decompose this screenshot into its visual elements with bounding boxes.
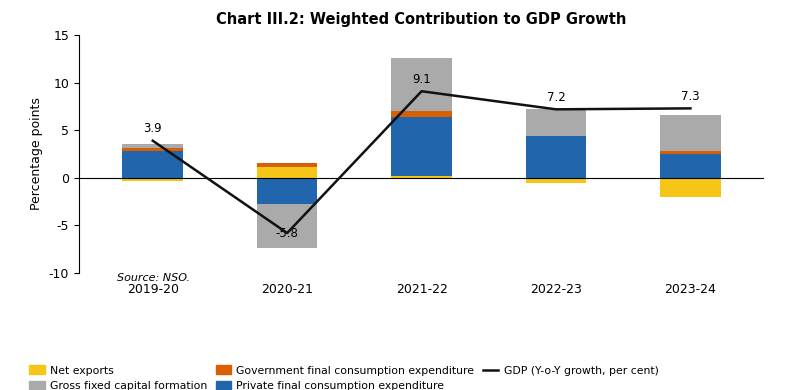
Bar xyxy=(257,163,318,167)
Bar xyxy=(257,178,318,204)
Bar xyxy=(257,167,318,178)
Bar xyxy=(122,151,183,178)
Text: -5.8: -5.8 xyxy=(276,227,299,240)
Bar xyxy=(122,178,183,181)
Bar xyxy=(660,154,721,178)
Text: 9.1: 9.1 xyxy=(412,73,431,86)
Text: 3.9: 3.9 xyxy=(143,122,162,135)
Bar xyxy=(122,144,183,148)
Bar xyxy=(660,151,721,154)
Bar xyxy=(526,178,586,183)
Legend: Net exports, Gross fixed capital formation, Government final consumption expendi: Net exports, Gross fixed capital formati… xyxy=(29,365,659,390)
Bar xyxy=(257,204,318,248)
Bar xyxy=(392,111,452,117)
Bar xyxy=(392,58,452,111)
Title: Chart III.2: Weighted Contribution to GDP Growth: Chart III.2: Weighted Contribution to GD… xyxy=(217,12,626,27)
Y-axis label: Percentage points: Percentage points xyxy=(30,98,43,211)
Bar xyxy=(122,148,183,151)
Bar xyxy=(660,178,721,197)
Text: 7.2: 7.2 xyxy=(547,91,565,104)
Text: 7.3: 7.3 xyxy=(681,90,700,103)
Bar xyxy=(392,117,452,176)
Bar xyxy=(392,176,452,178)
Text: Source: NSO.: Source: NSO. xyxy=(117,273,189,282)
Bar xyxy=(526,136,586,178)
Bar xyxy=(526,109,586,136)
Bar xyxy=(660,115,721,151)
